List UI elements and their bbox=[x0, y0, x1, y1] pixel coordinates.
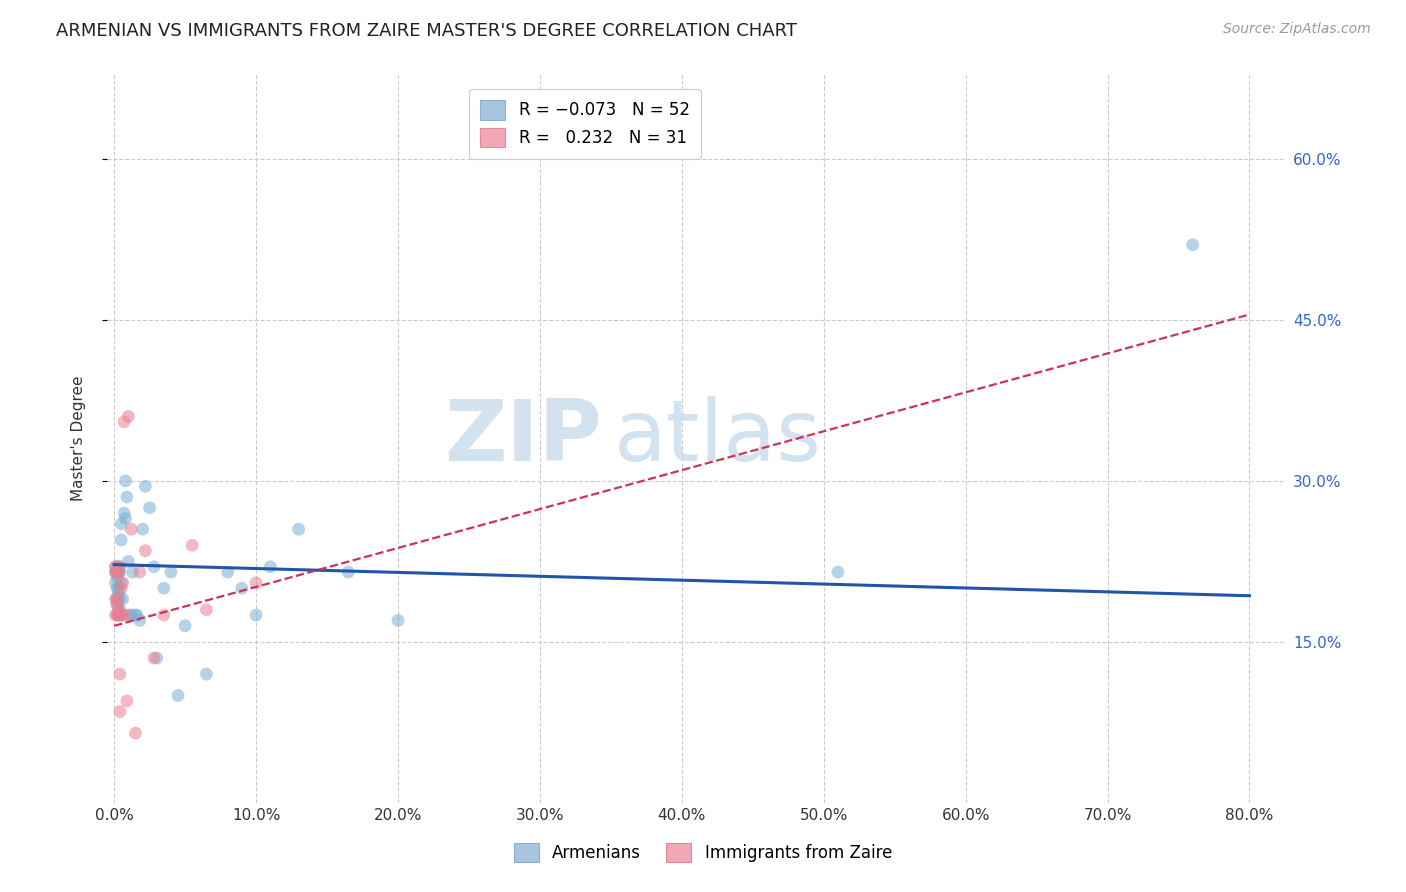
Point bbox=[387, 614, 409, 628]
Point bbox=[108, 667, 131, 681]
Point bbox=[111, 591, 134, 606]
Point bbox=[104, 559, 127, 574]
Point bbox=[107, 603, 129, 617]
Point bbox=[125, 608, 148, 623]
Point bbox=[138, 500, 160, 515]
Point bbox=[104, 565, 127, 579]
Point bbox=[118, 608, 141, 623]
Point bbox=[105, 565, 128, 579]
Point bbox=[245, 608, 267, 623]
Point bbox=[131, 522, 153, 536]
Point bbox=[145, 651, 167, 665]
Point bbox=[107, 559, 129, 574]
Point bbox=[104, 575, 127, 590]
Point bbox=[195, 667, 218, 681]
Point bbox=[287, 522, 309, 536]
Point bbox=[245, 575, 267, 590]
Point bbox=[167, 689, 190, 703]
Point bbox=[142, 651, 165, 665]
Point bbox=[107, 559, 129, 574]
Point bbox=[112, 415, 135, 429]
Point bbox=[105, 565, 128, 579]
Point bbox=[108, 565, 131, 579]
Text: ZIP: ZIP bbox=[444, 396, 602, 480]
Point bbox=[153, 581, 176, 595]
Point bbox=[108, 608, 131, 623]
Point bbox=[107, 608, 129, 623]
Point bbox=[104, 608, 127, 623]
Point bbox=[105, 591, 128, 606]
Y-axis label: Master's Degree: Master's Degree bbox=[72, 376, 86, 500]
Point bbox=[104, 565, 127, 579]
Point bbox=[107, 565, 129, 579]
Legend: R = −0.073   N = 52, R =   0.232   N = 31: R = −0.073 N = 52, R = 0.232 N = 31 bbox=[468, 88, 702, 159]
Point bbox=[120, 608, 142, 623]
Point bbox=[111, 575, 134, 590]
Point bbox=[1181, 237, 1204, 252]
Point bbox=[174, 619, 197, 633]
Point bbox=[110, 608, 132, 623]
Point bbox=[110, 516, 132, 531]
Point bbox=[115, 490, 138, 504]
Point bbox=[105, 608, 128, 623]
Text: ARMENIAN VS IMMIGRANTS FROM ZAIRE MASTER'S DEGREE CORRELATION CHART: ARMENIAN VS IMMIGRANTS FROM ZAIRE MASTER… bbox=[56, 22, 797, 40]
Point bbox=[107, 581, 129, 595]
Point bbox=[114, 511, 136, 525]
Point bbox=[105, 581, 128, 595]
Point bbox=[114, 608, 136, 623]
Point bbox=[105, 598, 128, 612]
Point bbox=[114, 474, 136, 488]
Text: Source: ZipAtlas.com: Source: ZipAtlas.com bbox=[1223, 22, 1371, 37]
Point bbox=[107, 586, 129, 600]
Point bbox=[124, 608, 146, 623]
Point bbox=[105, 598, 128, 612]
Point bbox=[142, 559, 165, 574]
Point bbox=[337, 565, 360, 579]
Point bbox=[231, 581, 253, 595]
Point bbox=[107, 608, 129, 623]
Point bbox=[134, 479, 156, 493]
Point bbox=[827, 565, 849, 579]
Point bbox=[259, 559, 281, 574]
Point bbox=[107, 565, 129, 579]
Point bbox=[110, 575, 132, 590]
Point bbox=[117, 554, 139, 568]
Point bbox=[181, 538, 204, 552]
Point bbox=[108, 603, 131, 617]
Point bbox=[120, 522, 142, 536]
Point bbox=[104, 591, 127, 606]
Text: atlas: atlas bbox=[613, 396, 821, 480]
Point bbox=[105, 591, 128, 606]
Point bbox=[121, 565, 143, 579]
Legend: Armenians, Immigrants from Zaire: Armenians, Immigrants from Zaire bbox=[506, 834, 900, 871]
Point bbox=[195, 603, 218, 617]
Point bbox=[112, 506, 135, 520]
Point bbox=[128, 565, 150, 579]
Point bbox=[104, 559, 127, 574]
Point bbox=[108, 559, 131, 574]
Point bbox=[110, 533, 132, 547]
Point bbox=[128, 614, 150, 628]
Point bbox=[108, 591, 131, 606]
Point bbox=[105, 570, 128, 584]
Point bbox=[160, 565, 183, 579]
Point bbox=[110, 608, 132, 623]
Point bbox=[124, 726, 146, 740]
Point bbox=[153, 608, 176, 623]
Point bbox=[108, 705, 131, 719]
Point bbox=[217, 565, 239, 579]
Point bbox=[117, 409, 139, 424]
Point bbox=[110, 581, 132, 595]
Point bbox=[134, 543, 156, 558]
Point bbox=[115, 694, 138, 708]
